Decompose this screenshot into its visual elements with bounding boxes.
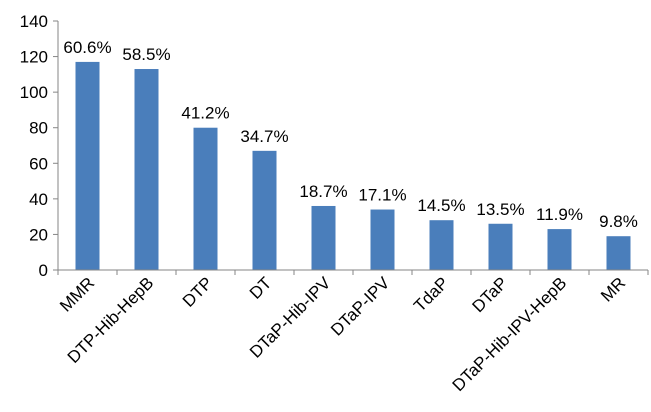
y-tick-label: 80	[29, 119, 48, 138]
x-tick-label: MMR	[56, 273, 98, 315]
bar	[429, 220, 454, 270]
y-tick-label: 0	[39, 261, 48, 280]
data-label: 58.5%	[122, 45, 170, 64]
y-tick-label: 100	[20, 83, 48, 102]
bar	[193, 127, 218, 270]
data-label: 9.8%	[599, 212, 638, 231]
data-label: 60.6%	[63, 38, 111, 57]
bar	[370, 209, 395, 270]
x-tick-label: DTP	[179, 273, 216, 310]
bar	[311, 205, 336, 270]
y-tick-label: 40	[29, 190, 48, 209]
bars	[75, 61, 631, 271]
data-label: 17.1%	[358, 186, 406, 205]
x-tick-label: MR	[597, 273, 629, 305]
y-tick-label: 120	[20, 48, 48, 67]
x-tick-label: DTaP-IPV	[327, 273, 394, 340]
y-tick-label: 140	[20, 12, 48, 31]
bar	[134, 69, 159, 271]
bar	[252, 150, 277, 270]
data-label: 18.7%	[299, 182, 347, 201]
y-tick-label: 20	[29, 225, 48, 244]
bar	[547, 229, 572, 270]
bar	[606, 236, 631, 270]
data-label: 41.2%	[181, 104, 229, 123]
y-tick-label: 60	[29, 154, 48, 173]
data-label: 34.7%	[240, 127, 288, 146]
data-labels: 60.6% 58.5% 41.2% 34.7% 18.7% 17.1% 14.5% 13.5%…	[63, 38, 637, 231]
bar	[488, 223, 513, 270]
x-tick-label: DTaP-Hib-IPV-HepB	[449, 273, 571, 395]
data-label: 13.5%	[476, 200, 524, 219]
y-axis: 0 20 40 60 80 100 120 140	[20, 12, 59, 280]
data-label: 11.9%	[536, 205, 583, 224]
data-label: 14.5%	[417, 196, 465, 215]
x-tick-label: DTaP	[468, 273, 511, 316]
x-tick-label: DT	[246, 273, 275, 302]
bar	[75, 61, 100, 271]
x-tick-label: TdaP	[410, 273, 452, 315]
